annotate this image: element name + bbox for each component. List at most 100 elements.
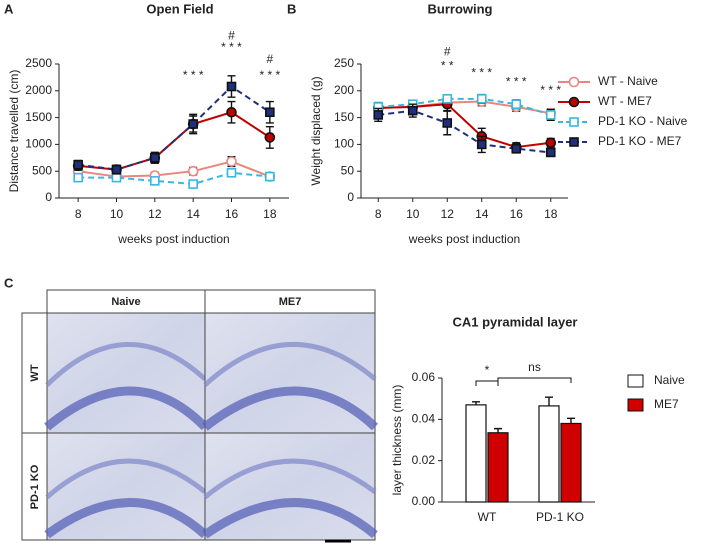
panel-label: C [4,275,14,290]
legend-label: Naive [654,373,685,387]
error-bar [494,427,502,433]
row-header: WT [29,364,41,381]
series-line [378,103,551,149]
marker [442,94,453,104]
legend-label: PD-1 KO - ME7 [598,134,682,148]
panel-label: B [287,1,296,16]
y-axis-title: Distance travelled (cm) [7,70,21,193]
x-tick-label: 16 [510,207,524,221]
annotation: # [228,28,235,42]
marker [545,147,556,158]
marker [407,105,418,116]
annotation: * * * [471,65,492,79]
marker [226,106,237,118]
cell-layer [203,341,377,387]
chart-title: Burrowing [428,1,493,16]
x-tick-label: 12 [441,207,455,221]
annotation: # [266,52,273,66]
x-tick-label: 10 [110,207,124,221]
marker [188,179,198,189]
series-line [78,160,271,178]
row-header: PD-1 KO [29,464,41,509]
header-row [46,289,376,314]
error-bar [567,417,575,424]
legend-swatch [627,398,644,412]
series-line [78,171,270,186]
marker [511,143,522,154]
annotation: * * [441,58,454,72]
marker [187,165,199,177]
marker [226,168,237,178]
y-axis-title: Weight displaced (g) [309,76,323,185]
histology-grid: Naive ME7 WT PD-1 KO [21,289,379,543]
y-tick-label: 0.02 [412,453,436,467]
marker [150,153,160,163]
chart-title: Open Field [146,1,213,16]
marker [476,94,487,104]
bar [560,422,582,503]
column-header: ME7 [279,296,302,308]
column-header: Naive [111,296,140,308]
y-tick-label: 100 [334,137,354,151]
cell-layer [44,386,209,431]
annotation: # [444,44,451,58]
y-tick-label: 150 [334,110,354,124]
significance-bracket [475,380,499,386]
x-tick-label: 14 [186,207,200,221]
x-axis-title: weeks post induction [117,232,229,246]
marker [442,118,453,128]
marker [476,139,487,150]
legend-label: ME7 [654,397,679,411]
marker [373,110,384,120]
y-axis-title: layer thickness (mm) [390,385,404,496]
marker [73,159,83,170]
y-tick-label: 0 [347,190,354,204]
annotation: ns [528,360,541,374]
series-line [78,85,271,171]
cell-layer [44,498,209,539]
marker [265,107,275,118]
annotation: * * * [259,68,280,82]
legend-marker [569,137,579,147]
marker [73,172,83,183]
x-tick-label: 16 [225,207,239,221]
marker [111,164,122,175]
legend-label: WT - ME7 [598,94,652,108]
series-line [378,97,552,116]
marker [111,172,122,183]
cell-layer [203,458,377,500]
y-tick-label: 500 [32,163,52,177]
panel-label: A [4,1,14,16]
cell-layer [202,498,378,539]
x-tick-label: 12 [148,207,162,221]
annotation: * * * [540,83,561,97]
x-tick-label: 14 [475,207,489,221]
marker [264,132,276,143]
x-tick-label: 18 [263,207,277,221]
marker [545,110,556,120]
series-line [378,109,551,154]
legend-label: PD-1 KO - Naive [598,114,688,128]
marker [226,81,237,92]
x-axis-title: weeks post induction [408,232,520,246]
x-tick-label: 10 [406,207,420,221]
bar [487,432,509,503]
annotation: * * * [221,40,242,54]
legend-marker [568,96,580,108]
x-tick-label: 8 [75,207,82,221]
error-bar [545,396,553,406]
legend-marker [569,117,579,127]
annotation: * * * [506,74,527,88]
x-tick-label: 18 [544,207,558,221]
cell-layer [202,386,379,431]
marker [226,156,237,167]
y-tick-label: 50 [341,163,355,177]
y-tick-label: 0 [45,190,52,204]
annotation: * * * [183,68,204,82]
y-tick-label: 0.00 [412,494,436,508]
annotation: * [485,363,490,377]
x-tick-label: 8 [375,207,382,221]
cell-layer [45,458,207,500]
y-tick-label: 200 [334,83,354,97]
